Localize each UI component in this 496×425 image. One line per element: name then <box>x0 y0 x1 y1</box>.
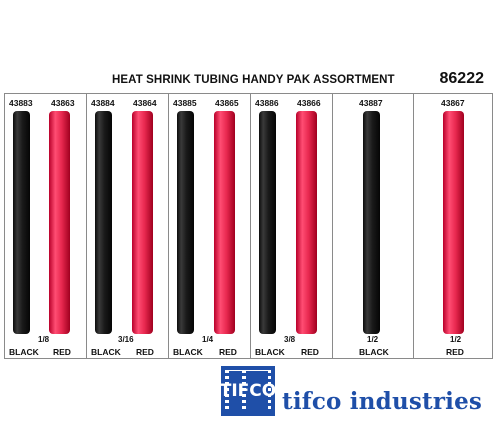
black-label: BLACK <box>359 347 389 357</box>
panel-divider <box>168 94 169 358</box>
part-number: 86222 <box>439 70 485 87</box>
red-part-code: 43863 <box>51 98 75 108</box>
black-part-code: 43883 <box>9 98 33 108</box>
red-label: RED <box>446 347 464 357</box>
tifco-logo-icon: TIFCO <box>221 366 275 416</box>
panel-divider <box>250 94 251 358</box>
red-tube <box>132 111 153 334</box>
red-part-code: 43866 <box>297 98 321 108</box>
black-part-code: 43887 <box>359 98 383 108</box>
red-label: RED <box>301 347 319 357</box>
black-part-code: 43885 <box>173 98 197 108</box>
tube-size: 3/8 <box>284 335 296 344</box>
panel-divider <box>332 94 333 358</box>
brand-name: tifco industries <box>282 388 483 415</box>
red-part-code: 43867 <box>441 98 465 108</box>
red-label: RED <box>53 347 71 357</box>
red-label: RED <box>219 347 237 357</box>
red-tube <box>296 111 317 334</box>
tubing-display-board: 43883 43863 1/8 BLACK RED 43884 43864 3/… <box>4 93 493 359</box>
red-tube <box>214 111 235 334</box>
tube-size: 1/4 <box>202 335 214 344</box>
tube-size: 3/16 <box>118 335 134 344</box>
black-tube <box>363 111 380 334</box>
black-tube <box>95 111 112 334</box>
red-part-code: 43865 <box>215 98 239 108</box>
tube-size: 1/2 <box>450 335 462 344</box>
black-label: BLACK <box>9 347 39 357</box>
panel-divider <box>413 94 414 358</box>
red-tube <box>443 111 464 334</box>
tube-size: 1/8 <box>38 335 50 344</box>
panel-divider <box>86 94 87 358</box>
red-label: RED <box>136 347 154 357</box>
red-part-code: 43864 <box>133 98 157 108</box>
assortment-title: HEAT SHRINK TUBING HANDY PAK ASSORTMENT <box>112 74 395 86</box>
black-part-code: 43884 <box>91 98 115 108</box>
black-part-code: 43886 <box>255 98 279 108</box>
black-tube <box>13 111 30 334</box>
logo-text: TIFCO <box>221 381 275 401</box>
black-tube <box>177 111 194 334</box>
black-label: BLACK <box>173 347 203 357</box>
tube-size: 1/2 <box>367 335 379 344</box>
black-tube <box>259 111 276 334</box>
black-label: BLACK <box>91 347 121 357</box>
red-tube <box>49 111 70 334</box>
black-label: BLACK <box>255 347 285 357</box>
